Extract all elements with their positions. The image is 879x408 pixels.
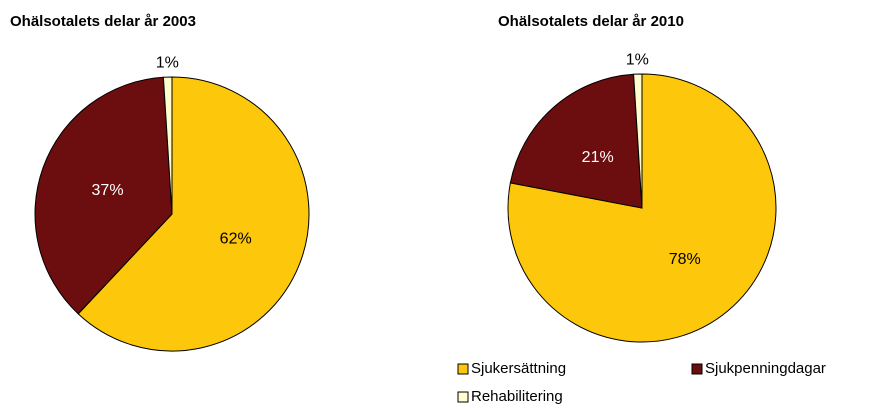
data-label: 21% bbox=[582, 149, 614, 166]
pie-slice bbox=[34, 76, 173, 315]
data-label: 62% bbox=[220, 230, 252, 247]
pie-slice bbox=[509, 73, 643, 209]
data-label: 1% bbox=[156, 54, 179, 71]
chart-title: Ohälsotalets delar år 2010 bbox=[498, 13, 684, 30]
chart-title: Ohälsotalets delar år 2003 bbox=[10, 13, 196, 30]
pie-slice bbox=[633, 73, 643, 209]
legend-swatch bbox=[691, 363, 703, 375]
data-label: 37% bbox=[92, 182, 124, 199]
legend-swatch bbox=[457, 391, 469, 403]
data-label: 78% bbox=[669, 251, 701, 268]
pie-slice bbox=[162, 76, 173, 215]
pie-slice bbox=[77, 76, 310, 352]
legend-label: Rehabilitering bbox=[471, 388, 563, 405]
data-label: 1% bbox=[626, 51, 649, 68]
legend-label: Sjukpenningdagar bbox=[705, 360, 826, 377]
legend-label: Sjukersättning bbox=[471, 360, 566, 377]
legend-swatch bbox=[457, 363, 469, 375]
